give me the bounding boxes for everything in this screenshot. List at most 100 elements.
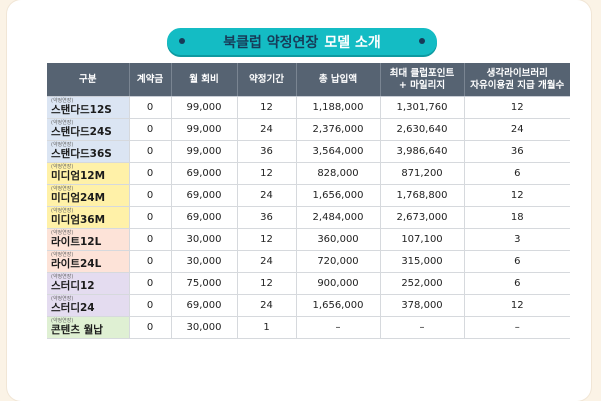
renewal-tag: (약정연장) xyxy=(51,252,74,258)
table-cell: 12 xyxy=(237,96,297,119)
product-name-cell: (약정연장) 스탠다드24S xyxy=(47,118,130,141)
product-name: 스탠다드12S xyxy=(51,104,112,116)
table-cell: – xyxy=(380,316,465,339)
product-name-cell: (약정연장) 스탠다드36S xyxy=(47,140,130,163)
product-name-cell: (약정연장) 스터디12 xyxy=(47,272,130,295)
table-cell: 24 xyxy=(237,184,297,207)
column-header: 약정기간 xyxy=(237,63,297,97)
table-cell: 871,200 xyxy=(380,162,465,185)
table-cell: 0 xyxy=(129,228,172,251)
table-cell: 0 xyxy=(129,316,172,339)
product-name: 라이트12L xyxy=(51,236,102,248)
product-name: 미디엄36M xyxy=(51,214,106,226)
title-accent: 모델 소개 xyxy=(324,34,381,51)
renewal-tag: (약정연장) xyxy=(51,120,74,126)
product-name-cell: (약정연장) 미디엄12M xyxy=(47,162,130,185)
table-cell: 1,656,000 xyxy=(296,184,381,207)
column-header: 총 납입액 xyxy=(296,63,381,97)
column-header: 계약금 xyxy=(129,63,172,97)
table-cell: 1,188,000 xyxy=(296,96,381,119)
table-cell: 12 xyxy=(237,228,297,251)
renewal-tag: (약정연장) xyxy=(51,98,74,104)
table-cell: 1,301,760 xyxy=(380,96,465,119)
renewal-tag: (약정연장) xyxy=(51,186,74,192)
table-cell: 24 xyxy=(237,118,297,141)
product-name-cell: (약정연장) 스탠다드12S xyxy=(47,96,130,119)
table-cell: 1 xyxy=(237,316,297,339)
table-cell: 315,000 xyxy=(380,250,465,273)
table-cell: 12 xyxy=(237,272,297,295)
table-cell: 2,630,640 xyxy=(380,118,465,141)
column-header: 최대 클럽포인트 + 마일리지 xyxy=(380,63,465,97)
table-cell: 69,000 xyxy=(171,294,238,317)
banner-dot-left xyxy=(179,38,185,44)
table-cell: 1,768,800 xyxy=(380,184,465,207)
table-cell: 828,000 xyxy=(296,162,381,185)
content-card: 북클럽 약정연장 모델 소개 구분 계약금 월 회비 약정기간 총 납입액 최대 클럽포인… xyxy=(7,0,591,401)
table-cell: 0 xyxy=(129,250,172,273)
product-name-cell: (약정연장) 미디엄24M xyxy=(47,184,130,207)
table-cell: 0 xyxy=(129,162,172,185)
product-name: 콘텐츠 월납 xyxy=(51,324,103,336)
table-cell: 0 xyxy=(129,272,172,295)
table-cell: 378,000 xyxy=(380,294,465,317)
product-name-cell: (약정연장) 콘텐츠 월납 xyxy=(47,316,130,339)
table-cell: – xyxy=(296,316,381,339)
product-name: 스탠다드24S xyxy=(51,126,112,138)
table-cell: 0 xyxy=(129,96,172,119)
column-header: 생각라이브러리 자유이용권 지급 개월수 xyxy=(464,63,570,97)
table-row: (약정연장) 스터디24 0 69,000 24 1,656,000 378,000 12 xyxy=(47,294,570,317)
table-cell: 252,000 xyxy=(380,272,465,295)
table-cell: 107,100 xyxy=(380,228,465,251)
table-body: (약정연장) 스탠다드12S 0 99,000 12 1,188,000 1,301,760… xyxy=(47,96,570,339)
renewal-tag: (약정연장) xyxy=(51,208,74,214)
table-cell: 69,000 xyxy=(171,162,238,185)
table-row: (약정연장) 미디엄12M 0 69,000 12 828,000 871,200 6 xyxy=(47,162,570,185)
table-cell: – xyxy=(464,316,570,339)
table-cell: 36 xyxy=(464,140,570,163)
table-cell: 360,000 xyxy=(296,228,381,251)
table-row: (약정연장) 스탠다드36S 0 99,000 36 3,564,000 3,986,640… xyxy=(47,140,570,163)
table-row: (약정연장) 스탠다드12S 0 99,000 12 1,188,000 1,301,760… xyxy=(47,96,570,119)
title-banner: 북클럽 약정연장 모델 소개 xyxy=(167,28,437,55)
table-cell: 2,673,000 xyxy=(380,206,465,229)
table-cell: 69,000 xyxy=(171,184,238,207)
table-cell: 6 xyxy=(464,250,570,273)
table-cell: 720,000 xyxy=(296,250,381,273)
renewal-tag: (약정연장) xyxy=(51,318,74,324)
table-row: (약정연장) 라이트12L 0 30,000 12 360,000 107,100 3 xyxy=(47,228,570,251)
table-cell: 0 xyxy=(129,184,172,207)
table-cell: 2,376,000 xyxy=(296,118,381,141)
table-cell: 1,656,000 xyxy=(296,294,381,317)
table-row: (약정연장) 미디엄36M 0 69,000 36 2,484,000 2,673,000 1… xyxy=(47,206,570,229)
table-cell: 24 xyxy=(464,118,570,141)
table-cell: 12 xyxy=(464,96,570,119)
table-cell: 18 xyxy=(464,206,570,229)
table-cell: 75,000 xyxy=(171,272,238,295)
table-cell: 6 xyxy=(464,162,570,185)
model-table: 구분 계약금 월 회비 약정기간 총 납입액 최대 클럽포인트 + 마일리지 생각라이브러리 자… xyxy=(47,63,570,339)
table-row: (약정연장) 스터디12 0 75,000 12 900,000 252,000 6 xyxy=(47,272,570,295)
table-header-row: 구분 계약금 월 회비 약정기간 총 납입액 최대 클럽포인트 + 마일리지 생각라이브러리 자… xyxy=(47,63,570,97)
table-cell: 69,000 xyxy=(171,206,238,229)
table-cell: 0 xyxy=(129,118,172,141)
table-cell: 36 xyxy=(237,206,297,229)
product-name-cell: (약정연장) 스터디24 xyxy=(47,294,130,317)
renewal-tag: (약정연장) xyxy=(51,142,74,148)
column-header: 월 회비 xyxy=(171,63,238,97)
table-cell: 30,000 xyxy=(171,316,238,339)
table-cell: 99,000 xyxy=(171,140,238,163)
table-cell: 900,000 xyxy=(296,272,381,295)
table-cell: 30,000 xyxy=(171,250,238,273)
table-cell: 12 xyxy=(237,162,297,185)
table-cell: 3 xyxy=(464,228,570,251)
table-cell: 24 xyxy=(237,294,297,317)
table-cell: 99,000 xyxy=(171,118,238,141)
table-cell: 2,484,000 xyxy=(296,206,381,229)
product-name: 미디엄12M xyxy=(51,170,106,182)
table-cell: 3,564,000 xyxy=(296,140,381,163)
renewal-tag: (약정연장) xyxy=(51,230,74,236)
table-row: (약정연장) 콘텐츠 월납 0 30,000 1– – – xyxy=(47,316,570,339)
product-name-cell: (약정연장) 라이트24L xyxy=(47,250,130,273)
product-name: 미디엄24M xyxy=(51,192,106,204)
